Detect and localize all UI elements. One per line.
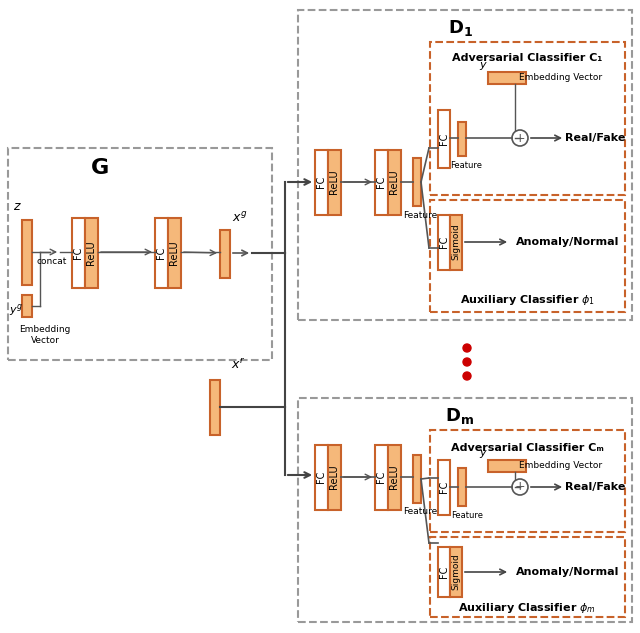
Bar <box>430 200 625 312</box>
Text: Embedding Vector: Embedding Vector <box>520 73 603 82</box>
Text: FC: FC <box>316 176 326 188</box>
Text: +: + <box>515 132 525 144</box>
Bar <box>458 122 466 156</box>
Bar <box>430 42 625 195</box>
Text: Auxiliary Classifier $\phi_m$: Auxiliary Classifier $\phi_m$ <box>458 601 596 615</box>
Bar <box>72 218 85 288</box>
Text: ReLU: ReLU <box>329 465 339 489</box>
Bar <box>438 215 450 270</box>
Bar <box>450 215 462 270</box>
Text: Feature: Feature <box>403 211 437 220</box>
Bar <box>388 150 401 215</box>
Text: Anomaly/Normal: Anomaly/Normal <box>516 237 620 247</box>
Bar <box>430 430 625 532</box>
Bar <box>168 218 181 288</box>
Circle shape <box>463 372 471 380</box>
Bar <box>375 150 388 215</box>
Text: Embedding Vector: Embedding Vector <box>520 461 603 470</box>
Bar <box>488 460 526 472</box>
Bar <box>328 150 341 215</box>
Text: $\bf{D_1}$: $\bf{D_1}$ <box>447 18 472 38</box>
Text: FC: FC <box>439 236 449 248</box>
Text: FC: FC <box>156 247 166 259</box>
Text: Auxiliary Classifier $\phi_1$: Auxiliary Classifier $\phi_1$ <box>460 293 595 307</box>
Text: Real/Fake: Real/Fake <box>565 482 625 492</box>
Bar <box>155 218 168 288</box>
Bar <box>388 445 401 510</box>
Text: Real/Fake: Real/Fake <box>565 133 625 143</box>
Bar <box>458 468 466 506</box>
Text: ReLU: ReLU <box>169 241 179 265</box>
Text: FC: FC <box>376 471 386 483</box>
Bar <box>438 110 450 168</box>
Bar <box>85 218 98 288</box>
Text: ReLU: ReLU <box>329 170 339 194</box>
Bar <box>438 460 450 515</box>
Text: $x^r$: $x^r$ <box>231 358 245 372</box>
Text: $\bf{D_m}$: $\bf{D_m}$ <box>445 406 474 426</box>
Text: $y^g$: $y^g$ <box>9 302 23 318</box>
Text: FC: FC <box>73 247 83 259</box>
Bar <box>438 547 450 597</box>
Bar <box>450 547 462 597</box>
Bar <box>210 380 220 435</box>
Text: $z$: $z$ <box>13 201 21 213</box>
Bar <box>413 158 421 206</box>
Bar <box>220 230 230 278</box>
Text: $x^g$: $x^g$ <box>232 211 248 225</box>
Bar <box>22 295 32 317</box>
Text: ReLU: ReLU <box>389 170 399 194</box>
Bar <box>8 148 272 360</box>
Text: Adversarial Classifier Cₘ: Adversarial Classifier Cₘ <box>451 443 604 453</box>
Text: Feature: Feature <box>403 508 437 517</box>
Text: FC: FC <box>439 566 449 578</box>
Text: Anomaly/Normal: Anomaly/Normal <box>516 567 620 577</box>
Text: $y$: $y$ <box>479 60 488 72</box>
Bar <box>430 537 625 617</box>
Text: ReLU: ReLU <box>86 241 96 265</box>
Bar <box>375 445 388 510</box>
Text: Feature: Feature <box>451 510 483 520</box>
Text: FC: FC <box>376 176 386 188</box>
Bar <box>298 10 632 320</box>
Bar <box>328 445 341 510</box>
Bar <box>298 398 632 622</box>
Text: concat: concat <box>37 258 67 266</box>
Text: ReLU: ReLU <box>389 465 399 489</box>
Text: Sigmoid: Sigmoid <box>451 554 461 591</box>
Text: FC: FC <box>439 133 449 145</box>
Text: Adversarial Classifier C₁: Adversarial Classifier C₁ <box>452 53 602 63</box>
Text: Sigmoid: Sigmoid <box>451 223 461 260</box>
Bar <box>315 445 328 510</box>
Circle shape <box>463 358 471 366</box>
Text: +: + <box>515 480 525 494</box>
Bar <box>413 455 421 503</box>
Text: FC: FC <box>316 471 326 483</box>
Bar <box>22 220 32 285</box>
Text: G: G <box>91 158 109 178</box>
Bar <box>315 150 328 215</box>
Text: Feature: Feature <box>450 161 482 170</box>
Bar <box>488 72 526 84</box>
Text: $y$: $y$ <box>479 448 488 460</box>
Text: FC: FC <box>439 481 449 493</box>
Circle shape <box>463 344 471 352</box>
Text: Embedding
Vector: Embedding Vector <box>19 325 70 345</box>
